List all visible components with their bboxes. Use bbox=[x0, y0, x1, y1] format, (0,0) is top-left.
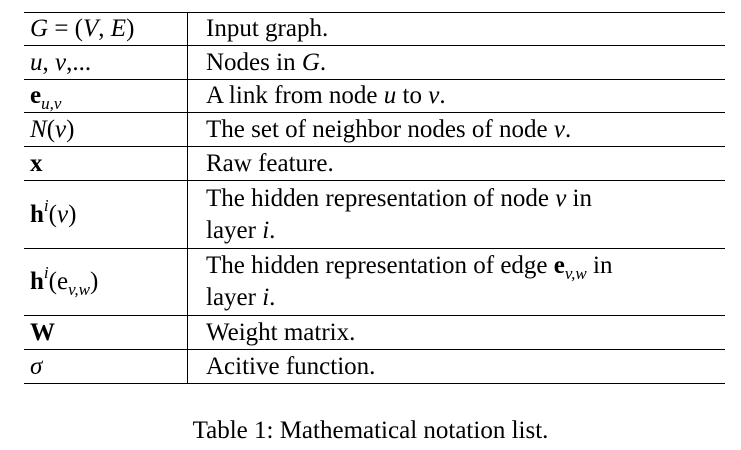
table-row: eu,v A link from node u to v. bbox=[24, 79, 725, 113]
table-caption: Table 1: Mathematical notation list. bbox=[192, 417, 549, 444]
description-cell: Raw feature. bbox=[206, 149, 334, 177]
description-cell: The set of neighbor nodes of node v. bbox=[206, 115, 572, 143]
table-row: G = (V, E) Input graph. bbox=[24, 12, 725, 46]
table-row: u, v,... Nodes in G. bbox=[24, 45, 725, 80]
description-cell: Nodes in G. bbox=[206, 48, 327, 76]
table-row: W Weight matrix. bbox=[24, 315, 725, 350]
description-cell: Input graph. bbox=[206, 15, 329, 42]
description-cell: Weight matrix. bbox=[206, 318, 356, 346]
table-row: hi(ev,w) The hidden representation of ed… bbox=[24, 248, 725, 316]
description-cell: The hidden representation of edge ev,w i… bbox=[206, 252, 613, 311]
description-cell: A link from node u to v. bbox=[206, 82, 446, 109]
symbol-cell: x bbox=[24, 146, 188, 181]
symbol-cell: G = (V, E) bbox=[24, 12, 188, 46]
table-row: σ Acitive function. bbox=[24, 349, 725, 384]
notation-table: G = (V, E) Input graph. u, v,... Nodes i… bbox=[24, 12, 725, 384]
symbol-cell: hi(ev,w) bbox=[24, 248, 188, 316]
symbol-cell: W bbox=[24, 315, 188, 350]
symbol-cell: N(v) bbox=[24, 112, 188, 147]
table-row: N(v) The set of neighbor nodes of node v… bbox=[24, 112, 725, 147]
symbol-cell: σ bbox=[24, 349, 188, 384]
description-cell: Acitive function. bbox=[206, 352, 376, 380]
table-row: hi(v) The hidden representation of node … bbox=[24, 180, 725, 249]
description-cell: The hidden representation of node v in la… bbox=[206, 184, 592, 244]
table-row: x Raw feature. bbox=[24, 146, 725, 181]
symbol-cell: hi(v) bbox=[24, 180, 188, 249]
symbol-cell: u, v,... bbox=[24, 45, 188, 80]
symbol-cell: eu,v bbox=[24, 79, 188, 113]
